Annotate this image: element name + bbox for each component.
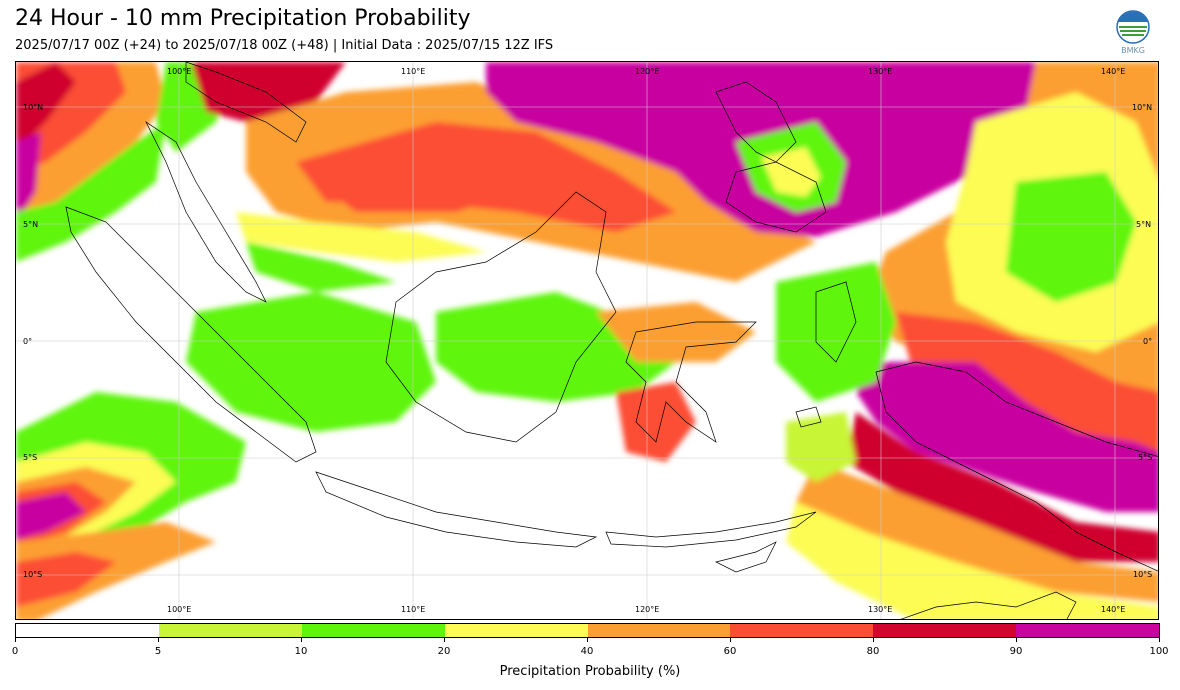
- colorbar: [15, 623, 1160, 638]
- colorbar-tick-label: 90: [1009, 646, 1023, 657]
- colorbar-segment: [16, 624, 159, 637]
- probability-field: [16, 62, 1158, 619]
- colorbar-segment: [587, 624, 731, 637]
- colorbar-title: Precipitation Probability (%): [499, 664, 681, 679]
- logo-text: BMKG: [1121, 46, 1145, 55]
- lon-label-top-140: 140°E: [1101, 67, 1126, 76]
- lat-label-right-0: 0°: [1143, 337, 1153, 346]
- coastlines: [65, 62, 1158, 619]
- lat-label-right-5n: 5°N: [1136, 220, 1152, 229]
- colorbar-tick: [15, 638, 16, 642]
- lat-label-right-10s: 10°S: [1133, 570, 1153, 579]
- lat-label-left-5s: 5°S: [23, 453, 38, 462]
- colorbar-segment: [158, 624, 302, 637]
- lon-label-bottom-140: 140°E: [1101, 605, 1126, 614]
- lon-label-bottom-110: 110°E: [401, 605, 426, 614]
- lon-label-top-120: 120°E: [635, 67, 660, 76]
- colorbar-tick-label: 10: [294, 646, 308, 657]
- lon-label-top-110: 110°E: [401, 67, 426, 76]
- lon-label-bottom-120: 120°E: [635, 605, 660, 614]
- colorbar-tick-label: 60: [723, 646, 737, 657]
- lon-label-bottom-130: 130°E: [868, 605, 893, 614]
- colorbar-tick-label: 0: [11, 646, 19, 657]
- colorbar-segment: [444, 624, 588, 637]
- colorbar-tick: [301, 638, 302, 642]
- colorbar-segment: [873, 624, 1017, 637]
- lat-label-left-0: 0°: [23, 337, 33, 346]
- lat-label-left-10s: 10°S: [23, 570, 43, 579]
- colorbar-segment: [1016, 624, 1159, 637]
- map-canvas: [16, 62, 1158, 619]
- graticule: [16, 62, 1158, 619]
- precipitation-map: 100°E 110°E 120°E 130°E 140°E 100°E 110°…: [15, 61, 1159, 620]
- lat-label-right-10n: 10°N: [1132, 103, 1153, 112]
- colorbar-tick: [730, 638, 731, 642]
- page-subtitle: 2025/07/17 00Z (+24) to 2025/07/18 00Z (…: [15, 38, 554, 53]
- colorbar-tick-label: 40: [580, 646, 594, 657]
- lat-label-left-10n: 10°N: [23, 103, 44, 112]
- lat-label-left-5n: 5°N: [23, 220, 39, 229]
- colorbar-tick: [587, 638, 588, 642]
- page-title: 24 Hour - 10 mm Precipitation Probabilit…: [15, 6, 471, 31]
- colorbar-tick-label: 5: [154, 646, 162, 657]
- colorbar-tick: [1159, 638, 1160, 642]
- lon-label-bottom-100: 100°E: [167, 605, 192, 614]
- colorbar-tick-label: 100: [1149, 646, 1169, 657]
- colorbar-tick: [158, 638, 159, 642]
- colorbar-segment: [730, 624, 874, 637]
- bmkg-logo-icon: BMKG: [1113, 10, 1153, 56]
- lat-label-right-5s: 5°S: [1138, 453, 1153, 462]
- colorbar-tick: [873, 638, 874, 642]
- colorbar-tick: [1016, 638, 1017, 642]
- lon-label-top-100: 100°E: [167, 67, 192, 76]
- colorbar-tick: [444, 638, 445, 642]
- lon-label-top-130: 130°E: [868, 67, 893, 76]
- colorbar-segment: [301, 624, 445, 637]
- colorbar-tick-label: 80: [866, 646, 880, 657]
- colorbar-tick-label: 20: [437, 646, 451, 657]
